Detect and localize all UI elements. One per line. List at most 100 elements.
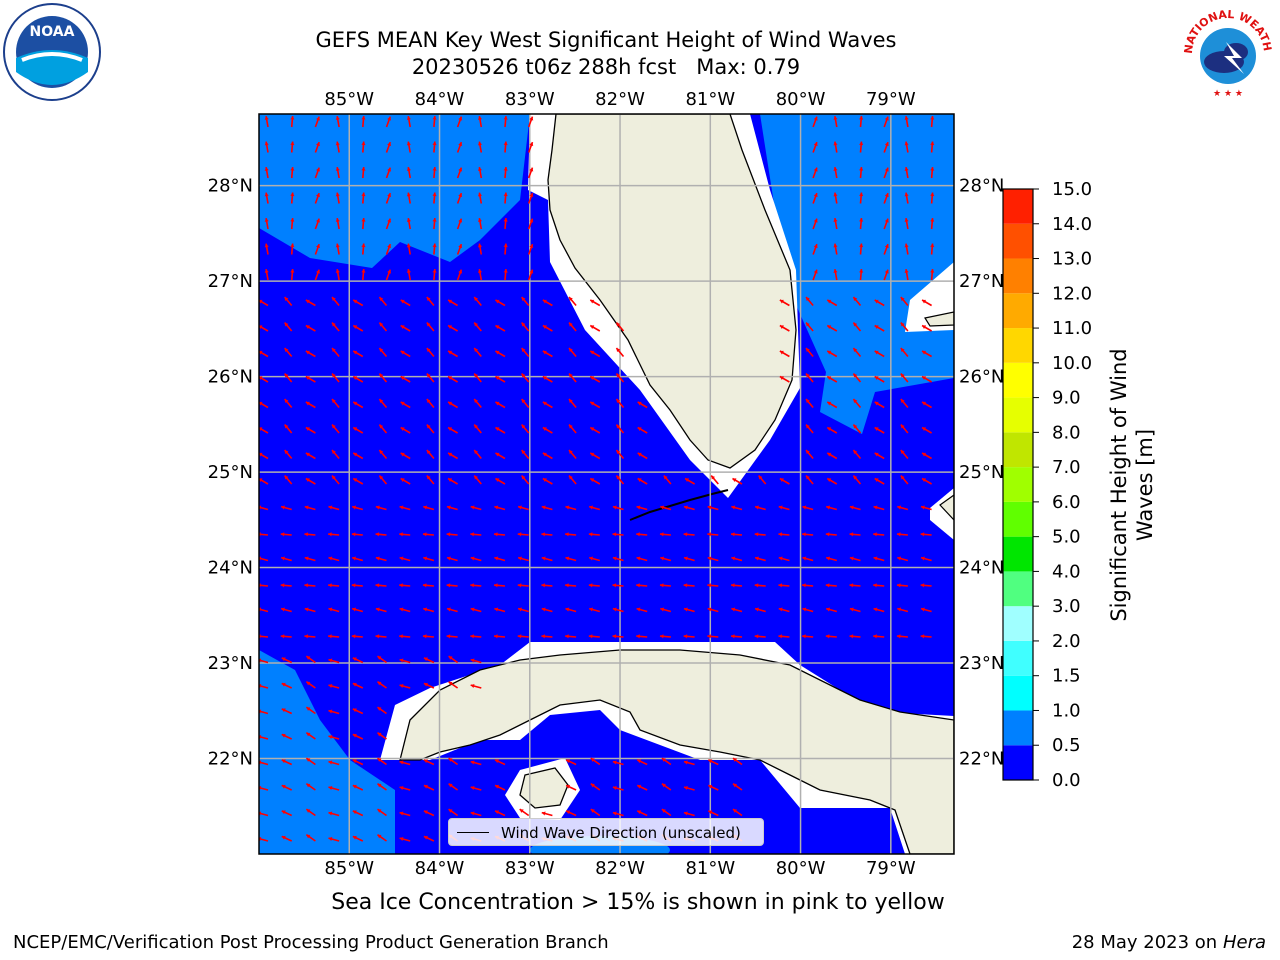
wind-wave-arrowhead — [352, 810, 357, 815]
wind-wave-arrowhead — [826, 505, 831, 510]
wind-wave-arrowhead — [529, 193, 534, 198]
wind-wave-arrowhead — [426, 450, 431, 455]
wind-wave-arrowhead — [352, 708, 357, 713]
wind-wave-arrowhead — [853, 322, 858, 327]
wind-wave-arrowhead — [306, 707, 311, 711]
wind-wave-arrowhead — [707, 634, 711, 639]
wind-wave-arrowhead — [304, 634, 309, 639]
wind-wave-arrowhead — [423, 835, 428, 840]
wind-wave-arrowhead — [813, 218, 818, 223]
wind-wave-arrowhead — [290, 116, 295, 120]
wind-wave-arrowhead — [612, 583, 617, 588]
wind-wave-arrowhead — [332, 322, 336, 327]
wind-wave-arrowhead — [426, 399, 431, 404]
wind-wave-arrowhead — [922, 452, 927, 457]
wind-wave-arrowhead — [732, 758, 737, 762]
wind-wave-arrowhead — [264, 218, 269, 222]
wind-wave-arrowhead — [399, 532, 403, 537]
wind-wave-arrowhead — [884, 167, 889, 172]
wind-wave-arrowhead — [281, 556, 285, 561]
wind-wave-arrowhead — [612, 811, 617, 816]
wind-wave-arrowhead — [399, 634, 403, 639]
map-legend: Wind Wave Direction (unscaled) — [448, 818, 764, 846]
wind-wave-arrowhead — [754, 583, 759, 588]
wind-wave-arrowhead — [859, 243, 864, 248]
wind-wave-arrowhead — [806, 348, 810, 353]
wind-wave-arrowhead — [884, 244, 889, 249]
wind-wave-arrowhead — [542, 376, 547, 380]
wind-wave-arrowhead — [853, 297, 858, 302]
wind-wave-arrowhead — [432, 141, 437, 146]
wind-wave-arrowhead — [332, 373, 336, 378]
wind-wave-arrowhead — [328, 837, 333, 842]
footer-credit: NCEP/EMC/Verification Post Processing Pr… — [13, 932, 609, 953]
wind-wave-arrowhead — [833, 116, 838, 120]
wind-wave-arrowhead — [590, 783, 595, 788]
wind-wave-arrowhead — [518, 556, 522, 561]
svg-text:★ ★ ★: ★ ★ ★ — [1213, 89, 1243, 99]
wind-wave-arrowhead — [399, 583, 403, 588]
wind-wave-arrowhead — [259, 350, 263, 355]
wind-wave-arrowhead — [448, 325, 453, 329]
wind-wave-arrowhead — [284, 450, 289, 455]
wind-wave-arrowhead — [264, 116, 269, 120]
wind-wave-arrowhead — [290, 167, 295, 171]
wind-wave-arrowhead — [495, 452, 500, 457]
wind-wave-arrowhead — [328, 709, 333, 714]
wind-wave-arrowhead — [517, 634, 522, 639]
wind-wave-arrowhead — [541, 556, 546, 561]
wind-wave-arrowhead — [873, 583, 877, 588]
wind-wave-arrowhead — [474, 373, 479, 378]
wind-wave-arrowhead — [896, 583, 901, 588]
wind-wave-arrowhead — [874, 299, 879, 304]
wind-wave-arrowhead — [904, 167, 909, 171]
wind-wave-arrowhead — [284, 373, 289, 378]
wind-wave-arrowhead — [328, 634, 332, 639]
wind-wave-arrowhead — [284, 424, 289, 429]
wind-wave-arrowhead — [661, 809, 666, 813]
wind-wave-arrowhead — [529, 116, 534, 121]
wind-wave-arrowhead — [661, 783, 666, 788]
wind-wave-arrowhead — [590, 452, 595, 457]
wind-wave-arrowhead — [930, 167, 935, 171]
footer-date-text: 28 May 2023 on — [1071, 932, 1218, 953]
wind-wave-arrowhead — [542, 299, 547, 304]
wind-wave-arrowhead — [874, 325, 879, 329]
wind-wave-arrowhead — [833, 141, 838, 146]
wind-wave-arrowhead — [873, 532, 877, 537]
wind-wave-arrowhead — [827, 376, 832, 380]
wind-wave-arrowhead — [565, 634, 569, 639]
latitude-labels-right: 28°N 27°N 26°N 25°N 24°N 23°N 22°N — [959, 176, 1004, 770]
wind-wave-arrowhead — [503, 116, 508, 120]
wind-wave-arrowhead — [399, 786, 404, 791]
wind-wave-arrowhead — [458, 167, 463, 172]
wind-wave-arrowhead — [827, 350, 832, 355]
wind-wave-arrowhead — [448, 452, 453, 457]
wind-wave-arrowhead — [495, 376, 500, 380]
wind-wave-arrowhead — [352, 556, 357, 561]
lon-label-top: 81°W — [685, 89, 735, 110]
wind-wave-arrowhead — [353, 299, 358, 304]
wind-wave-arrowhead — [426, 322, 431, 327]
wind-wave-arrowhead — [827, 325, 832, 329]
wind-wave-arrowhead — [731, 634, 735, 639]
wind-wave-arrowhead — [503, 243, 508, 248]
wind-wave-arrowhead — [494, 532, 498, 537]
wind-wave-arrowhead — [920, 607, 925, 612]
wind-wave-arrowhead — [426, 373, 431, 378]
wind-wave-arrowhead — [305, 452, 310, 457]
wind-wave-arrowhead — [859, 218, 864, 222]
wind-wave-arrowhead — [732, 783, 737, 788]
wind-wave-arrowhead — [922, 350, 927, 355]
land-florida — [547, 114, 797, 469]
wind-wave-arrowhead — [708, 759, 713, 764]
wind-wave-arrowhead — [328, 505, 333, 510]
wind-wave-arrowhead — [521, 475, 526, 480]
wind-wave-arrowhead — [406, 167, 411, 171]
wind-wave-arrowhead — [802, 607, 807, 612]
wind-wave-arrowhead — [446, 505, 451, 510]
wind-wave-arrowhead — [778, 505, 783, 510]
land-cuba — [399, 649, 954, 854]
wind-wave-arrowhead — [754, 532, 759, 537]
wind-wave-arrowhead — [779, 478, 784, 482]
